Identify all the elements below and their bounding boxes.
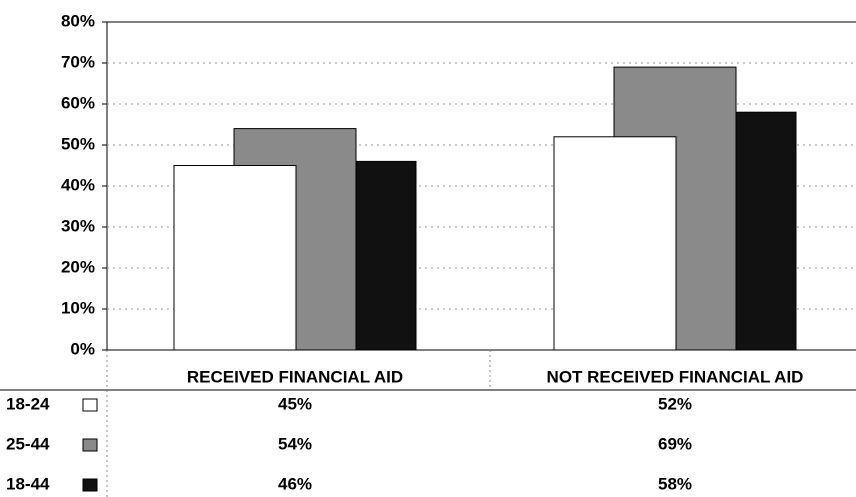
legend-label: 18-44 <box>6 474 50 493</box>
y-tick-label: 80% <box>61 11 95 30</box>
y-tick-label: 40% <box>61 175 95 194</box>
legend-key <box>82 398 98 412</box>
y-tick-label: 10% <box>61 298 95 317</box>
legend-key <box>82 438 98 452</box>
table-value: 52% <box>658 394 692 413</box>
legend-key <box>82 478 98 492</box>
y-tick-label: 20% <box>61 257 95 276</box>
y-tick-label: 30% <box>61 216 95 235</box>
table-value: 69% <box>658 434 692 453</box>
table-value: 58% <box>658 474 692 493</box>
bar <box>173 165 297 351</box>
y-tick-label: 60% <box>61 93 95 112</box>
legend-label: 18-24 <box>6 394 50 413</box>
bar <box>553 136 677 351</box>
x-category-label: NOT RECEIVED FINANCIAL AID <box>547 367 804 386</box>
table-value: 45% <box>278 394 312 413</box>
x-category-label: RECEIVED FINANCIAL AID <box>187 367 403 386</box>
legend-label: 25-44 <box>6 434 50 453</box>
y-tick-label: 70% <box>61 52 95 71</box>
table-value: 54% <box>278 434 312 453</box>
y-tick-label: 0% <box>70 339 95 358</box>
table-value: 46% <box>278 474 312 493</box>
y-tick-label: 50% <box>61 134 95 153</box>
